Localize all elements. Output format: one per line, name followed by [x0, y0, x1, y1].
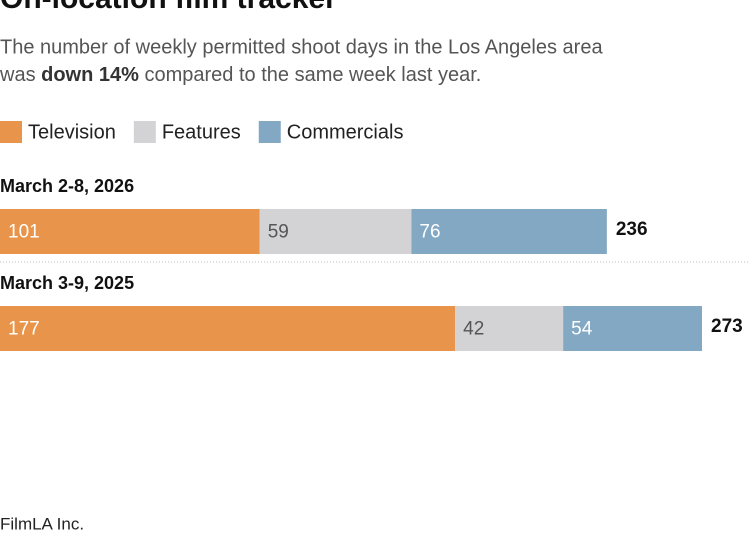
subtitle-emphasis: down 14%	[41, 64, 139, 86]
subtitle-part: compared to the same week last year.	[139, 64, 481, 86]
legend-swatch	[258, 121, 281, 143]
bar-segment	[411, 209, 607, 254]
subtitle: was down 14% compared to the same week l…	[0, 64, 481, 86]
bar-segment	[563, 306, 702, 351]
legend-label: Television	[28, 121, 116, 143]
category-label: March 2-8, 2026	[0, 176, 134, 196]
total-label: 273	[711, 316, 743, 337]
value-label: 101	[8, 222, 40, 243]
legend-label: Features	[162, 121, 241, 143]
value-label: 54	[571, 319, 593, 340]
legend-swatch	[0, 121, 22, 143]
bar-segment	[0, 306, 456, 351]
source: FilmLA Inc.	[0, 514, 84, 533]
total-label: 236	[616, 219, 648, 240]
value-label: 59	[268, 222, 289, 243]
value-label: 42	[463, 319, 484, 340]
subtitle-part: was	[0, 64, 41, 86]
bar-segment	[0, 209, 260, 254]
subtitle: The number of weekly permitted shoot day…	[0, 36, 603, 58]
category-label: March 3-9, 2025	[0, 273, 134, 293]
bar-segment	[455, 306, 564, 351]
bar-segment	[259, 209, 412, 254]
legend-label: Commercials	[287, 121, 404, 143]
legend-swatch	[133, 121, 156, 143]
value-label: 177	[8, 319, 40, 340]
value-label: 76	[419, 222, 440, 243]
chart-title: On-location film tracker	[0, 0, 337, 15]
